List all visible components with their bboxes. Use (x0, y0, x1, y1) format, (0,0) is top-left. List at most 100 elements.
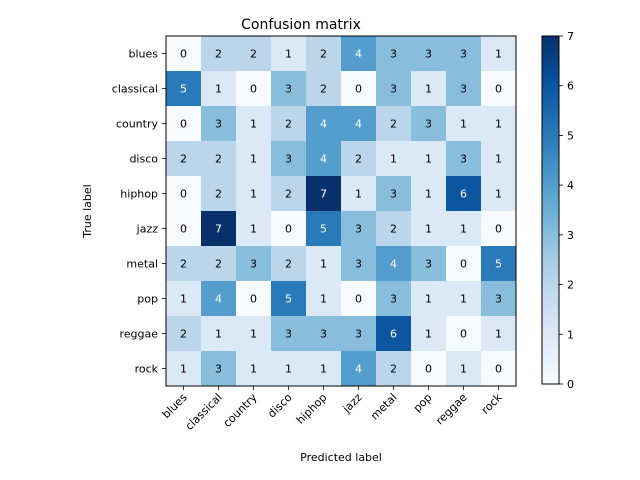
heatmap-cell (341, 106, 377, 142)
cell-value-label: 1 (250, 118, 257, 131)
heatmap-cell (306, 36, 342, 72)
heatmap-cell (481, 141, 517, 177)
cell-value-label: 5 (285, 293, 292, 306)
cell-value-label: 3 (390, 188, 397, 201)
heatmap-cell (236, 36, 272, 72)
cell-value-label: 0 (250, 83, 257, 96)
cell-value-label: 2 (390, 363, 397, 376)
heatmap-cell (481, 281, 517, 317)
cell-value-label: 1 (460, 223, 467, 236)
heatmap-cell (341, 246, 377, 282)
cell-value-label: 1 (215, 328, 222, 341)
cell-value-label: 0 (180, 223, 187, 236)
cell-value-label: 7 (215, 223, 222, 236)
heatmap-cell (271, 211, 307, 247)
heatmap-cell (166, 211, 202, 247)
heatmap-cell (481, 176, 517, 212)
heatmap-cell (341, 281, 377, 317)
cell-value-label: 0 (180, 48, 187, 61)
cell-value-label: 3 (390, 48, 397, 61)
cell-value-label: 2 (180, 153, 187, 166)
heatmap-cell (376, 71, 412, 107)
heatmap-cell (376, 106, 412, 142)
heatmap-cell (166, 106, 202, 142)
heatmap-cell (341, 211, 377, 247)
chart-title: Confusion matrix (241, 17, 361, 33)
cell-value-label: 5 (495, 258, 502, 271)
heatmap-cell (201, 316, 237, 352)
cell-value-label: 2 (180, 258, 187, 271)
heatmap-cell (306, 71, 342, 107)
colorbar-ticks: 0 1 2 3 4 5 6 7 (559, 30, 574, 391)
heatmap-cell (236, 141, 272, 177)
heatmap-cell (201, 36, 237, 72)
cell-value-label: 0 (495, 223, 502, 236)
heatmap-cell (306, 351, 342, 387)
cell-value-label: 7 (320, 188, 327, 201)
cell-value-label: 3 (285, 153, 292, 166)
heatmap-cell (306, 176, 342, 212)
cell-value-label: 2 (285, 258, 292, 271)
heatmap-cell (376, 176, 412, 212)
cell-value-label: 2 (320, 48, 327, 61)
colorbar-tick-label: 1 (567, 328, 574, 341)
heatmap-cell (446, 141, 482, 177)
cell-value-label: 2 (355, 153, 362, 166)
cell-value-label: 2 (320, 83, 327, 96)
heatmap-cell-values: 0 2 2 1 2 4 3 3 3 1 5 1 0 3 2 0 3 1 3 0 0 3 1 2 4 4 2 3 1 1 2 2 1 3 4 2 1 1 3 1… (180, 48, 502, 376)
x-tick-label: reggae (433, 391, 470, 428)
x-tick-label: classical (183, 391, 225, 433)
cell-value-label: 1 (320, 363, 327, 376)
cell-value-label: 6 (460, 188, 467, 201)
cell-value-label: 0 (180, 118, 187, 131)
cell-value-label: 1 (425, 153, 432, 166)
x-tick-label: disco (265, 391, 295, 421)
cell-value-label: 0 (425, 363, 432, 376)
heatmap-cell (446, 211, 482, 247)
heatmap-cell (411, 176, 447, 212)
heatmap-cell (481, 351, 517, 387)
heatmap-cell (201, 106, 237, 142)
heatmap-cell (236, 281, 272, 317)
colorbar-tick-label: 3 (567, 229, 574, 242)
heatmap-cell (376, 351, 412, 387)
heatmap-cell (376, 281, 412, 317)
colorbar-tick-label: 2 (567, 279, 574, 292)
cell-value-label: 2 (215, 188, 222, 201)
heatmap-cell (481, 36, 517, 72)
cell-value-label: 4 (320, 118, 327, 131)
cell-value-label: 2 (215, 48, 222, 61)
heatmap-cell (201, 211, 237, 247)
y-axis-label: True label (81, 184, 94, 238)
cell-value-label: 1 (250, 223, 257, 236)
cell-value-label: 3 (390, 293, 397, 306)
heatmap-cell (271, 36, 307, 72)
heatmap-cell (166, 36, 202, 72)
heatmap-cell (271, 141, 307, 177)
heatmap-cell (271, 246, 307, 282)
heatmap-cell (236, 351, 272, 387)
cell-value-label: 1 (460, 118, 467, 131)
heatmap-cell (446, 71, 482, 107)
cell-value-label: 1 (355, 188, 362, 201)
heatmap-cell (376, 246, 412, 282)
heatmap-cell (446, 36, 482, 72)
colorbar-tick-label: 6 (567, 80, 574, 93)
heatmap-cells (166, 36, 517, 387)
heatmap-cell (236, 211, 272, 247)
heatmap-cell (376, 316, 412, 352)
heatmap-cell (271, 281, 307, 317)
cell-value-label: 3 (215, 363, 222, 376)
cell-value-label: 1 (495, 118, 502, 131)
x-tick-label: pop (411, 391, 435, 415)
heatmap-cell (481, 211, 517, 247)
heatmap-cell (166, 351, 202, 387)
heatmap-cell (341, 316, 377, 352)
y-tick-label: pop (137, 293, 158, 306)
cell-value-label: 1 (495, 153, 502, 166)
cell-value-label: 1 (425, 188, 432, 201)
heatmap-cell (481, 71, 517, 107)
cell-value-label: 1 (320, 293, 327, 306)
cell-value-label: 2 (285, 188, 292, 201)
